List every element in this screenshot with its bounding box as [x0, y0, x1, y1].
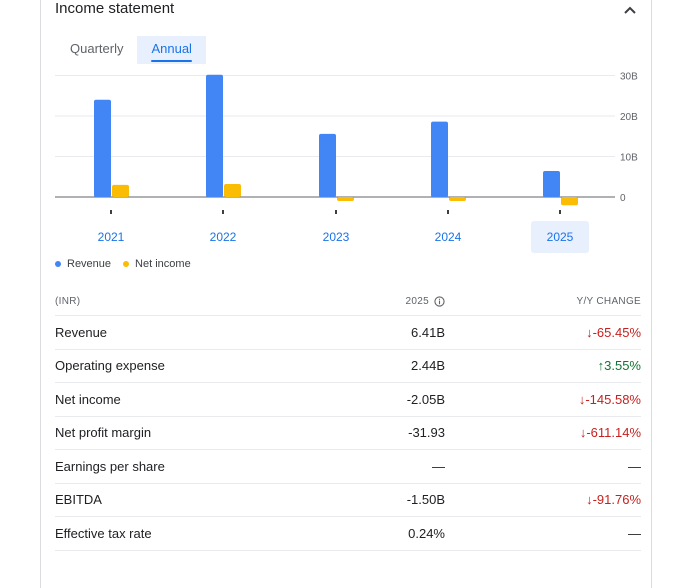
arrow-up-icon: ↑ — [597, 358, 605, 374]
row-change: ↓-611.14% — [445, 425, 641, 440]
arrow-down-icon: ↓ — [578, 391, 586, 407]
table-row: Revenue 6.41B ↓-65.45% — [55, 316, 641, 350]
revenue-bar — [543, 171, 560, 197]
y-tick-label: 20B — [620, 112, 638, 123]
info-icon[interactable] — [434, 296, 445, 307]
table-row: Effective tax rate 0.24% — — [55, 517, 641, 551]
chart-legend: Revenue Net income — [55, 258, 191, 270]
table-header-row: (INR) 2025 Y/Y CHANGE — [55, 288, 641, 316]
table-row: EBITDA -1.50B ↓-91.76% — [55, 484, 641, 517]
legend-label-net-income: Net income — [135, 258, 191, 270]
arrow-down-icon: ↓ — [586, 324, 593, 340]
row-change-value: -145.58% — [585, 391, 641, 407]
row-label: Operating expense — [55, 358, 165, 374]
row-value: 2.44B — [411, 358, 445, 374]
legend-label-revenue: Revenue — [67, 258, 112, 270]
revenue-bar — [319, 133, 336, 197]
x-tick-label: 2023 — [323, 230, 350, 244]
x-tick-label: 2021 — [98, 230, 125, 244]
row-change-value: 3.55% — [604, 358, 641, 374]
collapse-button[interactable] — [620, 2, 640, 18]
y-tick-label: 0 — [620, 193, 626, 204]
x-tick-mark — [559, 210, 561, 214]
row-value: -2.05B — [406, 391, 445, 407]
arrow-down-icon: ↓ — [586, 492, 593, 508]
x-tick-mark — [222, 210, 224, 214]
row-change: ↓-65.45% — [445, 325, 641, 340]
card-title: Income statement — [55, 0, 175, 17]
row-change: ↓-145.58% — [445, 392, 641, 407]
row-value: -1.50B — [406, 492, 445, 508]
x-tick-mark — [447, 210, 449, 214]
net-income-bar — [561, 197, 578, 206]
x-tick-mark — [335, 210, 337, 214]
x-tick-label: 2024 — [435, 230, 462, 244]
net-income-bar — [112, 184, 129, 197]
tab-quarterly[interactable]: Quarterly — [70, 41, 124, 56]
row-change-value: -611.14% — [586, 425, 641, 441]
row-change-value: — — [628, 525, 641, 541]
row-change: — — [445, 459, 641, 474]
income-chart: 0 10B 20B 30B 2021 2022 2023 2024 2025 — [55, 72, 638, 253]
year-header-label: 2025 — [405, 296, 429, 307]
y-tick-label: 10B — [620, 153, 638, 164]
selected-year-highlight — [531, 221, 589, 253]
x-tick-label: 2025 — [547, 230, 574, 244]
change-header: Y/Y CHANGE — [576, 296, 641, 307]
table-row: Operating expense 2.44B ↑3.55% — [55, 350, 641, 383]
row-change: ↑3.55% — [445, 358, 641, 373]
table-row: Net profit margin -31.93 ↓-611.14% — [55, 417, 641, 450]
net-income-bar — [224, 184, 241, 197]
row-label: Earnings per share — [55, 458, 165, 474]
row-change: — — [445, 526, 641, 541]
revenue-bar — [94, 99, 111, 197]
tab-annual[interactable]: Annual — [137, 36, 206, 64]
row-value: -31.93 — [408, 425, 445, 441]
row-label: Net income — [55, 391, 121, 407]
row-label: Effective tax rate — [55, 525, 152, 541]
revenue-bar — [206, 74, 223, 197]
legend-item-net-income: Net income — [123, 258, 191, 270]
net-income-dot-icon — [123, 261, 130, 267]
row-change-value: — — [628, 458, 641, 474]
row-change-value: -91.76% — [592, 492, 641, 508]
period-tabs: Quarterly Annual — [56, 36, 206, 64]
table-row: Net income -2.05B ↓-145.58% — [55, 383, 641, 417]
row-change: ↓-91.76% — [445, 492, 641, 507]
row-change-value: -65.45% — [592, 324, 641, 340]
arrow-down-icon: ↓ — [579, 425, 587, 441]
financials-table: (INR) 2025 Y/Y CHANGE Revenue 6.41B ↓-65.4… — [55, 288, 641, 551]
unit-header: (INR) — [55, 296, 81, 307]
year-header: 2025 — [355, 296, 445, 307]
revenue-bar — [431, 121, 448, 197]
row-value: 6.41B — [411, 324, 445, 340]
chevron-up-icon — [624, 6, 636, 14]
net-income-bar — [449, 197, 466, 202]
legend-item-revenue: Revenue — [55, 258, 111, 270]
row-label: Net profit margin — [55, 425, 152, 441]
x-tick-label: 2022 — [210, 230, 237, 244]
y-tick-label: 30B — [620, 72, 638, 83]
income-statement-card — [40, 0, 652, 588]
row-label: Revenue — [55, 324, 108, 340]
net-income-bar — [337, 197, 354, 202]
row-label: EBITDA — [55, 492, 102, 508]
row-value: — — [432, 458, 445, 474]
revenue-dot-icon — [55, 261, 61, 267]
x-tick-mark — [110, 210, 112, 214]
row-value: 0.24% — [408, 525, 445, 541]
table-row: Earnings per share — — — [55, 450, 641, 484]
